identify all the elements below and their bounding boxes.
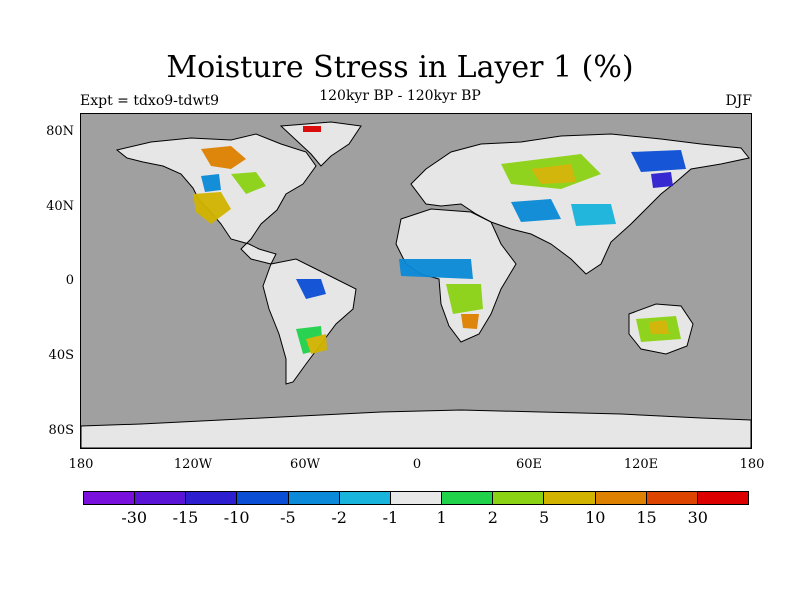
lon-tick-120e: 120E [623, 457, 659, 472]
patch-asia-blue4 [651, 172, 673, 188]
map-subtitle: 120kyr BP - 120kyr BP [319, 88, 481, 104]
colorbar-cell [135, 492, 187, 504]
colorbar-cell [339, 492, 391, 504]
world-map [80, 113, 752, 449]
lon-tick-180e: 180 [739, 457, 765, 472]
colorbar-cell [493, 492, 545, 504]
colorbar-cell [595, 492, 647, 504]
colorbar-cell [237, 492, 289, 504]
map-title: Moisture Stress in Layer 1 (%) [166, 50, 634, 85]
colorbar-label: -10 [223, 508, 250, 527]
colorbar-label: 5 [538, 508, 550, 527]
colorbar-label: -5 [280, 508, 296, 527]
patch-aus-orange [649, 320, 669, 334]
lon-tick-180w: 180 [68, 457, 94, 472]
colorbar-cell [390, 492, 443, 504]
colorbar-cell [186, 492, 238, 504]
lon-tick-60e: 60E [515, 457, 543, 472]
patch-asia-blue2 [511, 199, 561, 222]
patch-greenland-red [303, 126, 321, 132]
south-america [262, 258, 357, 385]
map-canvas [80, 114, 752, 449]
stress-patches [193, 126, 686, 354]
lat-tick-0: 0 [65, 273, 74, 288]
lon-tick-0: 0 [412, 457, 422, 472]
colorbar [83, 491, 749, 505]
colorbar-label: -1 [382, 508, 399, 527]
lat-tick-80n: 80N [46, 124, 74, 139]
colorbar-cell [84, 492, 136, 504]
patch-africa-orange [461, 314, 479, 329]
colorbar-label: 30 [687, 508, 708, 527]
colorbar-label: -2 [331, 508, 347, 527]
patch-africa-blue [399, 259, 473, 279]
colorbar-cell [697, 492, 749, 504]
patch-sa-blue [296, 279, 326, 299]
colorbar-label: 1 [436, 508, 447, 527]
colorbar-label: -30 [121, 508, 148, 527]
colorbar-label: 10 [585, 508, 606, 527]
colorbar-label: -15 [172, 508, 199, 527]
colorbar-cell [288, 492, 340, 504]
colorbar-label: 15 [636, 508, 657, 527]
patch-na-yellow [193, 192, 231, 224]
colorbar-cell [544, 492, 596, 504]
colorbar-cell [646, 492, 698, 504]
patch-na-green [231, 172, 266, 194]
colorbar-label: 2 [487, 508, 498, 527]
patch-asia-yellow [531, 164, 576, 184]
season-label: DJF [725, 93, 752, 109]
patch-na-blue [201, 174, 221, 192]
patch-asia-blue3 [571, 204, 616, 226]
lat-tick-40n: 40N [46, 199, 74, 214]
patch-asia-blue1 [631, 150, 686, 172]
lat-tick-80s: 80S [48, 423, 74, 438]
greenland [279, 121, 362, 167]
lon-tick-60w: 60W [290, 457, 320, 472]
patch-africa-green [446, 284, 483, 314]
patch-na-orange [201, 146, 246, 169]
lon-tick-120w: 120W [173, 457, 213, 472]
lat-tick-40s: 40S [48, 348, 74, 363]
experiment-label: Expt = tdxo9-tdwt9 [80, 93, 219, 109]
colorbar-cell [442, 492, 494, 504]
patch-sa-orange [306, 334, 327, 354]
